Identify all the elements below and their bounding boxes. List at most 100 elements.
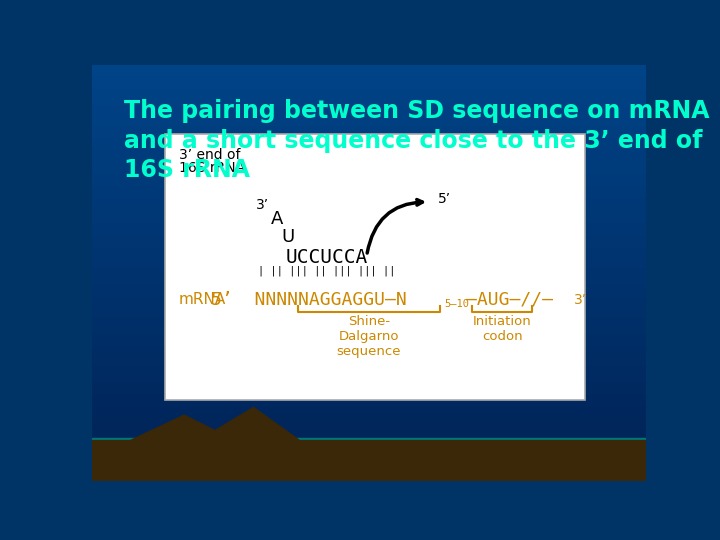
Bar <box>92 131 647 132</box>
Bar <box>92 451 647 452</box>
Bar <box>92 365 647 366</box>
Bar <box>92 198 647 199</box>
Bar <box>92 428 647 429</box>
Bar <box>92 313 647 314</box>
Bar <box>92 240 647 241</box>
Bar <box>92 282 647 283</box>
Bar <box>92 121 647 122</box>
Bar <box>92 261 647 262</box>
Bar <box>92 449 647 450</box>
Bar <box>92 65 647 66</box>
Bar <box>92 71 647 72</box>
Bar <box>92 262 647 264</box>
Bar <box>92 466 647 467</box>
Bar <box>92 406 647 407</box>
Polygon shape <box>92 408 647 481</box>
Bar <box>92 289 647 291</box>
Bar <box>92 279 647 280</box>
Bar <box>92 442 647 443</box>
Bar <box>92 438 647 481</box>
Bar <box>92 199 647 200</box>
Bar <box>92 330 647 331</box>
Bar <box>92 185 647 186</box>
Bar <box>92 383 647 384</box>
Bar <box>92 417 647 418</box>
Bar <box>92 430 647 431</box>
Bar <box>92 146 647 147</box>
Bar <box>92 147 647 148</box>
Bar <box>92 228 647 229</box>
Bar <box>92 274 647 275</box>
Bar <box>92 100 647 101</box>
Bar <box>92 192 647 193</box>
Bar <box>92 90 647 91</box>
Bar <box>92 421 647 422</box>
Bar <box>92 470 647 471</box>
Bar <box>92 179 647 180</box>
Bar <box>92 372 647 373</box>
Bar <box>92 302 647 303</box>
Bar <box>92 300 647 301</box>
Bar <box>92 468 647 469</box>
Bar <box>92 83 647 84</box>
Bar <box>92 380 647 381</box>
Bar <box>92 440 647 441</box>
Bar <box>92 108 647 109</box>
Bar <box>92 109 647 110</box>
Bar <box>92 292 647 293</box>
Bar <box>92 400 647 401</box>
Bar <box>92 366 647 367</box>
Bar <box>92 397 647 398</box>
Bar <box>92 474 647 475</box>
Bar <box>92 376 647 377</box>
Bar <box>92 251 647 252</box>
Bar <box>92 306 647 307</box>
Bar <box>92 189 647 190</box>
Bar <box>92 205 647 206</box>
Bar <box>92 129 647 130</box>
Text: 5’: 5’ <box>438 192 451 206</box>
Bar <box>92 448 647 449</box>
Bar <box>92 467 647 468</box>
Text: and a short sequence close to the 3’ end of: and a short sequence close to the 3’ end… <box>124 129 703 153</box>
Bar <box>92 431 647 432</box>
Bar <box>92 322 647 323</box>
Bar <box>92 254 647 255</box>
Bar <box>92 119 647 120</box>
Bar <box>92 296 647 298</box>
Bar <box>92 174 647 175</box>
Bar <box>92 226 647 227</box>
Bar <box>92 231 647 232</box>
Bar <box>92 195 647 197</box>
Bar <box>92 211 647 212</box>
Bar <box>92 178 647 179</box>
Bar <box>92 78 647 79</box>
Bar <box>92 66 647 67</box>
Bar <box>92 413 647 414</box>
Bar <box>92 161 647 162</box>
Bar <box>92 341 647 342</box>
Bar <box>92 345 647 346</box>
Bar <box>92 237 647 238</box>
Bar <box>92 312 647 313</box>
Bar <box>92 135 647 136</box>
Bar <box>92 447 647 448</box>
Bar <box>92 155 647 156</box>
Bar <box>92 373 647 374</box>
Bar <box>92 288 647 289</box>
Bar <box>92 434 647 435</box>
Bar <box>92 419 647 420</box>
Bar <box>92 399 647 400</box>
Bar <box>92 443 647 444</box>
Bar <box>92 77 647 78</box>
Bar <box>92 88 647 89</box>
Bar <box>92 103 647 104</box>
Bar <box>92 368 647 369</box>
Bar <box>92 230 647 231</box>
Bar <box>92 76 647 77</box>
Bar <box>92 253 647 254</box>
Bar <box>92 278 647 279</box>
Bar <box>92 475 647 476</box>
Bar <box>92 326 647 327</box>
Bar <box>92 433 647 434</box>
